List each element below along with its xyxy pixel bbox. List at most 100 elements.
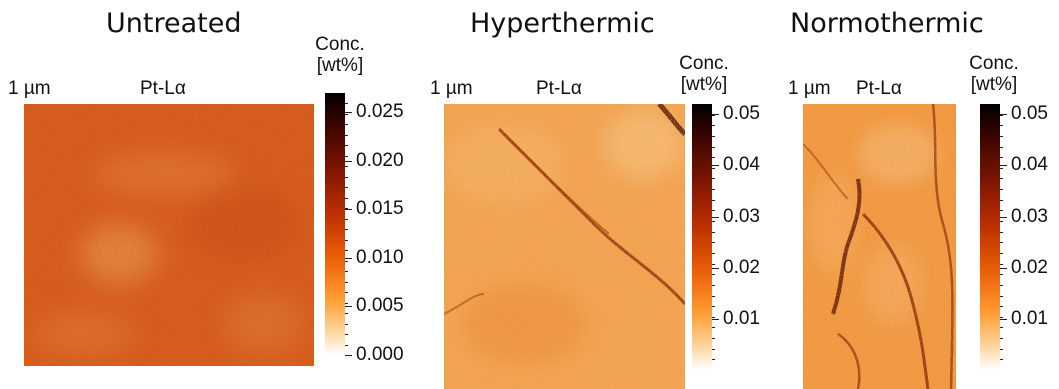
colorbar-minor-tick [345,103,348,104]
colorbar-tick [345,161,352,162]
colorbar-tick [345,355,352,356]
colorbar-minor-tick [345,135,348,136]
colorbar-minor-tick [345,271,348,272]
colorbar-minor-tick [1000,296,1003,297]
colorbar-minor-tick [1000,359,1003,360]
colorbar-title-line-1: Conc. [315,34,365,55]
colorbar-minor-tick [1000,264,1003,265]
colorbar-minor-tick [1000,147,1003,148]
colorbar-minor-tick [1000,317,1003,318]
panel-title-untreated: Untreated [106,8,242,39]
colorbar-tick-label: 0.01 [723,308,760,329]
scale-bar-label: 1 µm [8,78,51,100]
scale-bar-text: 1 µm [430,78,473,99]
colorbar-minor-tick [712,264,715,265]
colorbar-minor-tick [345,166,348,167]
colorbar-minor-tick [712,253,715,254]
colorbar-minor-tick [712,189,715,190]
colorbar-minor-tick [345,303,348,304]
colorbar-minor-tick [1000,306,1003,307]
colorbar-tick-label: 0.02 [723,257,760,278]
colorbar-normothermic [980,104,1000,370]
colorbar-minor-tick [1000,232,1003,233]
colorbar-minor-tick [712,178,715,179]
colorbar-minor-tick [345,324,348,325]
colorbar-minor-tick [1000,157,1003,158]
colorbar-title-line-1: Conc. [969,53,1019,74]
colorbar-minor-tick [345,187,348,188]
colorbar-minor-tick [712,327,715,328]
colorbar-tick-label: 0.04 [1011,154,1048,175]
colorbar-minor-tick [712,157,715,158]
colorbar-minor-tick [1000,125,1003,126]
colorbar-tick [712,165,719,166]
colorbar-title-2: Conc. [wt%] [669,53,739,95]
colorbar-tick [1000,319,1007,320]
map-label: Pt-Lα [536,78,582,99]
colorbar-tick-label: 0.025 [356,101,404,122]
colorbar-minor-tick [345,250,348,251]
colorbar-tick [712,217,719,218]
colorbar-minor-tick [345,124,348,125]
colorbar-tick-label: 0.015 [356,198,404,219]
colorbar-minor-tick [1000,285,1003,286]
colorbar-minor-tick [1000,189,1003,190]
heatmap-normothermic [803,104,956,389]
colorbar-minor-tick [712,125,715,126]
colorbar-minor-tick [712,317,715,318]
colorbar-title-line-2: [wt%] [316,55,364,76]
colorbar-minor-tick [1000,178,1003,179]
colorbar-tick-label: 0.010 [356,247,404,268]
colorbar-title-line-2: [wt%] [970,74,1018,95]
colorbar-minor-tick [712,296,715,297]
colorbar-tick [345,258,352,259]
colorbar-tick [1000,114,1007,115]
colorbar-title-line-2: [wt%] [680,74,728,95]
colorbar-tick-label: 0.03 [1011,206,1048,227]
colorbar-minor-tick [1000,210,1003,211]
colorbar-minor-tick [1000,115,1003,116]
colorbar-minor-tick [345,114,348,115]
colorbar-minor-tick [1000,136,1003,137]
colorbar-minor-tick [1000,253,1003,254]
colorbar-minor-tick [1000,327,1003,328]
colorbar-tick [345,306,352,307]
colorbar-tick [712,114,719,115]
colorbar-minor-tick [712,115,715,116]
colorbar-title-line-1: Conc. [679,53,729,74]
scale-bar-text: 1 µm [8,78,51,99]
colorbar-minor-tick [345,261,348,262]
colorbar-tick-label: 0.01 [1011,308,1048,329]
colorbar-minor-tick [1000,338,1003,339]
colorbar-tick-label: 0.05 [723,103,760,124]
colorbar-minor-tick [712,147,715,148]
colorbar-tick-label: 0.005 [356,295,404,316]
colorbar-tick [1000,217,1007,218]
scale-bar-text: 1 µm [788,78,831,99]
heatmap-untreated [24,104,314,366]
colorbar-minor-tick [345,219,348,220]
colorbar-tick [712,268,719,269]
colorbar-title-1: Conc. [wt%] [300,34,380,76]
colorbar-hyperthermic [692,104,712,370]
colorbar-minor-tick [345,240,348,241]
colorbar-minor-tick [345,156,348,157]
colorbar-minor-tick [1000,221,1003,222]
colorbar-minor-tick [712,338,715,339]
heatmap-hyperthermic [444,104,685,389]
scale-bar-label: 1 µm [788,78,831,100]
panel-title-normothermic: Normothermic [790,8,984,39]
colorbar-minor-tick [712,242,715,243]
colorbar-tick-label: 0.020 [356,150,404,171]
colorbar-minor-tick [345,313,348,314]
colorbar-minor-tick [712,274,715,275]
colorbar-tick-label: 0.03 [723,206,760,227]
colorbar-minor-tick [1000,242,1003,243]
colorbar-title-3: Conc. [wt%] [959,53,1029,95]
panel-title-hyperthermic: Hyperthermic [470,8,655,39]
colorbar-minor-tick [712,168,715,169]
colorbar-minor-tick [1000,168,1003,169]
colorbar-minor-tick [345,334,348,335]
colorbar-minor-tick [1000,200,1003,201]
colorbar-tick [712,319,719,320]
